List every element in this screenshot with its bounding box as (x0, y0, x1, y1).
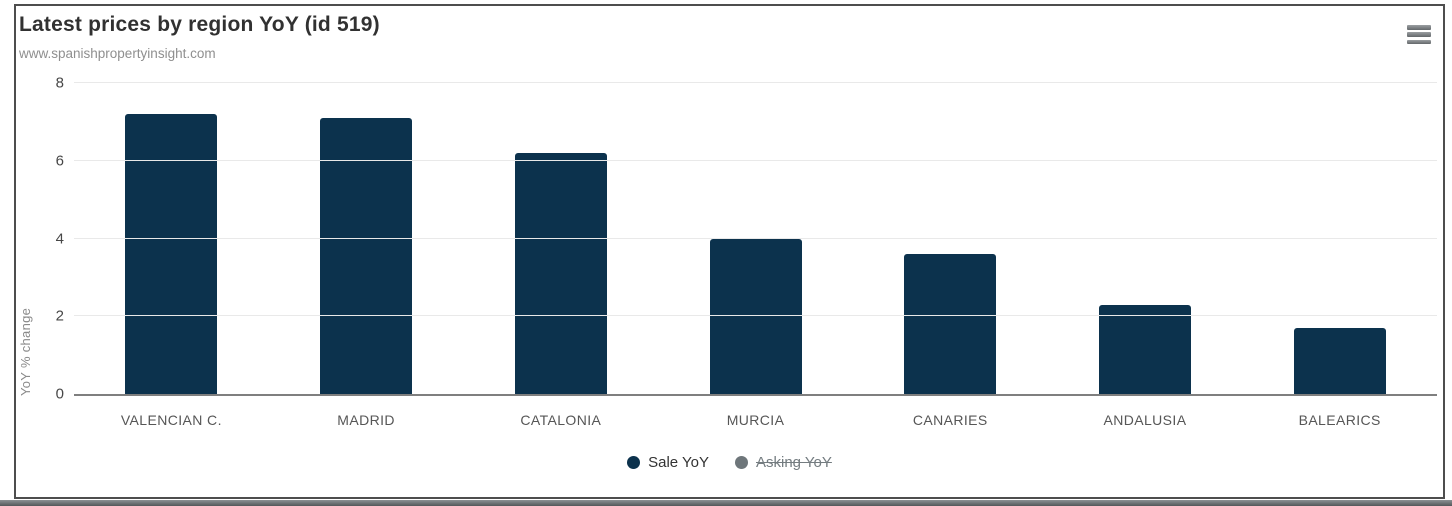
category-label-murcia: MURCIA (726, 412, 785, 428)
y-tick-label-8: 8 (55, 74, 64, 92)
plot-area: 0 2 4 6 8 (56, 75, 1437, 403)
bar-valencian-c[interactable] (125, 114, 218, 394)
legend-marker-icon (627, 456, 641, 469)
legend-marker-icon (735, 456, 748, 469)
bar-column (853, 83, 1048, 394)
bar-column (74, 83, 269, 394)
category-label-valencian-c: VALENCIAN C. (120, 412, 222, 428)
bar-column (463, 83, 658, 394)
legend: Sale YoY Asking YoY (16, 454, 1443, 471)
x-axis-labels: VALENCIAN C. MADRID CATALONIA MURCIA CANARIE… (74, 412, 1437, 428)
bar-column (1242, 83, 1437, 394)
y-tick-label-0: 0 (55, 385, 64, 403)
bar-madrid[interactable] (320, 118, 413, 394)
bar-andalusia[interactable] (1098, 304, 1191, 394)
gridline-y-4 (74, 237, 1437, 239)
bar-column (1048, 83, 1243, 394)
bar-murcia[interactable] (709, 238, 802, 394)
legend-label: Sale YoY (648, 454, 709, 471)
chart-card: Latest prices by region YoY (id 519) www… (14, 4, 1445, 499)
legend-item-asking-yoy[interactable]: Asking YoY (735, 454, 832, 471)
category-label-andalusia: ANDALUSIA (1103, 412, 1187, 428)
category-label-madrid: MADRID (337, 412, 395, 428)
gridline-y-8 (74, 82, 1437, 83)
hamburger-bar (1407, 25, 1431, 30)
bar-column (658, 83, 853, 394)
category-label-balearics: BALEARICS (1298, 412, 1381, 428)
y-tick-label-6: 6 (55, 152, 64, 170)
hamburger-bar (1407, 32, 1431, 37)
y-tick-label-2: 2 (55, 307, 64, 325)
bar-canaries[interactable] (904, 254, 997, 394)
y-tick-label-4: 4 (55, 230, 64, 247)
bar-balearics[interactable] (1293, 327, 1386, 394)
category-label-catalonia: CATALONIA (520, 412, 602, 428)
chart-subtitle: www.spanishpropertyinsight.com (19, 46, 216, 61)
bottom-edge-strip (0, 500, 1452, 506)
gridline-y-2 (74, 315, 1437, 317)
hamburger-bar (1407, 39, 1431, 44)
chart-title: Latest prices by region YoY (id 519) (19, 13, 380, 36)
gridline-y-6 (74, 159, 1437, 161)
legend-item-sale-yoy[interactable]: Sale YoY (627, 454, 709, 471)
legend-label: Asking YoY (756, 454, 832, 471)
hamburger-menu-icon[interactable] (1407, 25, 1431, 44)
bar-catalonia[interactable] (514, 152, 607, 394)
bar-column (269, 83, 464, 394)
category-label-canaries: CANARIES (912, 412, 988, 428)
bars-container (74, 83, 1437, 394)
